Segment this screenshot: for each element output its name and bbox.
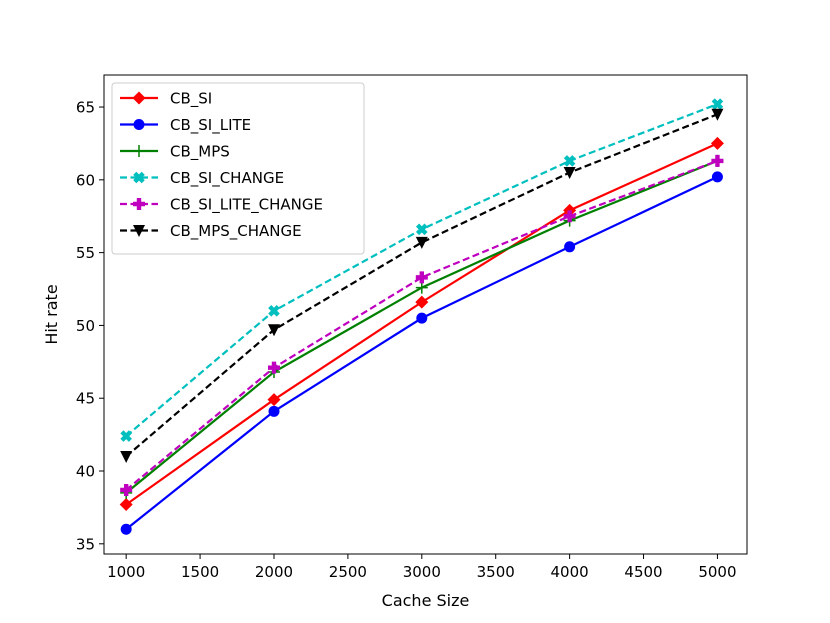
x-tick-label: 2000 bbox=[255, 563, 293, 581]
series-cb-si-lite-change bbox=[120, 154, 724, 496]
legend-label: CB_SI_CHANGE bbox=[170, 169, 284, 188]
series-line-cb-mps-change bbox=[125, 113, 718, 458]
y-tick-label: 65 bbox=[76, 99, 95, 117]
y-axis-label: Hit rate bbox=[42, 284, 61, 344]
series-cb-mps-change bbox=[120, 108, 724, 463]
legend-entry-cb-mps-change: CB_MPS_CHANGE bbox=[120, 222, 302, 241]
series-cb-si bbox=[119, 136, 724, 511]
data-point-cb-si-change bbox=[416, 223, 428, 236]
x-tick-label: 3500 bbox=[477, 563, 515, 581]
legend-label: CB_MPS bbox=[170, 143, 230, 162]
data-point-cb-si-lite-change bbox=[563, 210, 576, 223]
data-point-cb-si-lite-change bbox=[267, 361, 280, 374]
legend-label: CB_SI_LITE bbox=[170, 116, 251, 135]
data-point-cb-si-change bbox=[563, 155, 576, 167]
series-line-cb-si-lite-change bbox=[125, 159, 718, 491]
data-point-cb-si-lite bbox=[416, 312, 428, 324]
y-tick-label: 60 bbox=[76, 171, 95, 189]
legend-marker bbox=[132, 91, 146, 105]
data-point-cb-mps-change bbox=[563, 167, 576, 180]
data-point-cb-si bbox=[415, 295, 429, 309]
data-point-cb-si-change bbox=[268, 305, 280, 317]
data-point-cb-si-change bbox=[120, 430, 132, 442]
y-tick-label: 55 bbox=[76, 244, 95, 262]
legend-entry-cb-si-lite: CB_SI_LITE bbox=[120, 116, 251, 135]
x-tick-label: 4000 bbox=[551, 563, 589, 581]
x-tick-label: 1000 bbox=[107, 563, 145, 581]
x-tick-label: 3000 bbox=[403, 563, 441, 581]
x-tick-label: 1500 bbox=[181, 563, 219, 581]
legend-label: CB_SI_LITE_CHANGE bbox=[170, 196, 323, 215]
y-tick-label: 45 bbox=[76, 390, 95, 408]
series-layer bbox=[119, 98, 724, 535]
legend-entry-cb-si-lite-change: CB_SI_LITE_CHANGE bbox=[120, 196, 323, 215]
x-axis-label: Cache Size bbox=[382, 591, 470, 610]
legend-box bbox=[111, 82, 365, 255]
legend-marker bbox=[133, 225, 145, 237]
data-point-cb-si-change bbox=[711, 98, 724, 110]
data-point-cb-si-lite-change bbox=[711, 154, 724, 167]
legend-marker bbox=[133, 145, 145, 157]
legend-label: CB_MPS_CHANGE bbox=[170, 222, 302, 241]
legend-entry-cb-si-change: CB_SI_CHANGE bbox=[120, 169, 284, 188]
axes-layer: 1000 1500 2000 2500 3000 3500 4000 4500 5000 35 40… bbox=[76, 74, 748, 581]
data-point-cb-si-lite-change bbox=[415, 271, 428, 284]
legend: CB_SI CB_SI_LITE CB_MPS CB_SI_CHANGE CB_SI_L… bbox=[111, 82, 365, 255]
axes-frame bbox=[103, 74, 748, 555]
data-point-cb-si-lite bbox=[711, 171, 723, 183]
data-point-cb-mps-change bbox=[267, 324, 280, 337]
legend-entry-cb-si: CB_SI bbox=[120, 90, 212, 109]
series-cb-si-lite bbox=[120, 171, 723, 535]
y-tick-label: 50 bbox=[76, 317, 95, 335]
data-point-cb-si-lite bbox=[268, 405, 280, 417]
series-cb-si-change bbox=[120, 98, 724, 442]
data-point-cb-mps bbox=[415, 281, 428, 294]
data-point-cb-si bbox=[267, 393, 281, 407]
x-tick-label: 4500 bbox=[624, 563, 662, 581]
data-point-cb-mps-change bbox=[711, 108, 724, 121]
data-point-cb-si-lite-change bbox=[120, 483, 133, 496]
y-tick-label: 35 bbox=[76, 535, 95, 553]
x-tick-label: 2500 bbox=[329, 563, 367, 581]
legend-marker bbox=[133, 119, 145, 130]
data-point-cb-mps-change bbox=[415, 236, 428, 249]
x-tick-label: 5000 bbox=[698, 563, 736, 581]
legend-marker bbox=[133, 198, 145, 210]
legend-label: CB_SI bbox=[170, 90, 212, 109]
data-point-cb-si-lite bbox=[120, 523, 132, 535]
data-point-cb-si-lite bbox=[564, 241, 576, 253]
data-point-cb-si bbox=[710, 136, 724, 150]
data-point-cb-mps-change bbox=[120, 450, 133, 463]
legend-marker bbox=[133, 171, 145, 184]
y-tick-label: 40 bbox=[76, 463, 95, 481]
data-point-cb-si bbox=[119, 497, 133, 511]
legend-entry-cb-mps: CB_MPS bbox=[120, 143, 230, 162]
